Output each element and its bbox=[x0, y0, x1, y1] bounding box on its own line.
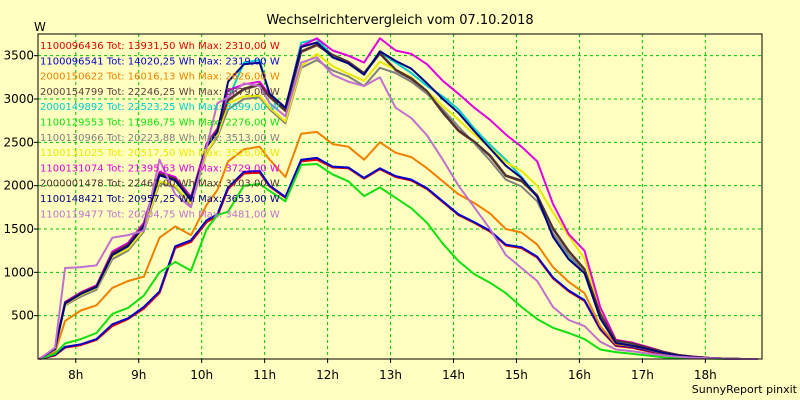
series-line-11 bbox=[38, 41, 758, 360]
legend-entry-2: 1100096541 Tot: 14020,25 Wh Max: 2319,00… bbox=[40, 56, 280, 67]
legend: 1100096436 Tot: 13931,50 Wh Max: 2310,00… bbox=[40, 41, 280, 220]
legend-entry-1: 1100096436 Tot: 13931,50 Wh Max: 2310,00… bbox=[40, 41, 280, 52]
x-tick-label: 12h bbox=[316, 368, 339, 382]
legend-entry-6: 1100129553 Tot: 11986,75 Wh Max: 2276,00… bbox=[40, 118, 280, 129]
legend-entry-11: 1100148421 Tot: 20957,25 Wh Max: 3653,00… bbox=[40, 194, 280, 205]
legend-entry-10: 2000001478 Tot: 22461,00 Wh Max: 3703,00… bbox=[40, 179, 280, 190]
x-tick-label: 10h bbox=[190, 368, 213, 382]
y-tick-label: 500 bbox=[11, 309, 34, 323]
x-tick-label: 14h bbox=[442, 368, 465, 382]
x-tick-label: 13h bbox=[379, 368, 402, 382]
y-tick-label: 3000 bbox=[3, 92, 34, 106]
series-line-6 bbox=[38, 163, 758, 360]
chart-title: Wechselrichtervergleich vom 07.10.2018 bbox=[266, 13, 533, 28]
y-tick-label: 3500 bbox=[3, 49, 34, 63]
x-tick-label: 11h bbox=[253, 368, 276, 382]
series-lines bbox=[38, 37, 758, 360]
x-tick-label: 9h bbox=[131, 368, 146, 382]
x-tick-label: 15h bbox=[505, 368, 528, 382]
series-line-8 bbox=[38, 52, 758, 360]
y-axis: 500 1000 1500 2000 2500 3000 3500 bbox=[3, 49, 38, 323]
x-tick-label: 17h bbox=[631, 368, 654, 382]
series-line-12 bbox=[38, 56, 758, 360]
footer-credit: SunnyReport pinxit bbox=[692, 383, 798, 396]
legend-entry-7: 1100130966 Tot: 20223,88 Wh Max: 3513,00… bbox=[40, 133, 280, 144]
y-axis-label: W bbox=[34, 20, 46, 34]
x-tick-label: 8h bbox=[68, 368, 83, 382]
x-tick-label: 18h bbox=[694, 368, 717, 382]
y-tick-label: 1000 bbox=[3, 265, 34, 279]
y-tick-label: 1500 bbox=[3, 222, 34, 236]
legend-entry-3: 2000150622 Tot: 16016,13 Wh Max: 2626,00… bbox=[40, 72, 280, 83]
x-axis: 8h 9h 10h 11h 12h 13h 14h 15h 16h 17h 18h bbox=[68, 359, 717, 382]
plot-frame bbox=[37, 33, 763, 360]
legend-entry-8: 1100131025 Tot: 20517,50 Wh Max: 3526,00… bbox=[40, 148, 280, 159]
legend-entry-5: 2000149892 Tot: 22523,25 Wh Max: 3699,00… bbox=[40, 102, 280, 113]
legend-entry-4: 2000154799 Tot: 22246,25 Wh Max: 3679,00… bbox=[40, 87, 280, 98]
x-tick-label: 16h bbox=[568, 368, 591, 382]
legend-entry-12: 1100119477 Tot: 20204,75 Wh Max: 3481,00… bbox=[40, 209, 280, 220]
y-tick-label: 2500 bbox=[3, 135, 34, 149]
y-tick-label: 2000 bbox=[3, 179, 34, 193]
legend-entry-9: 1100131074 Tot: 21395,63 Wh Max: 3729,00… bbox=[40, 163, 280, 174]
